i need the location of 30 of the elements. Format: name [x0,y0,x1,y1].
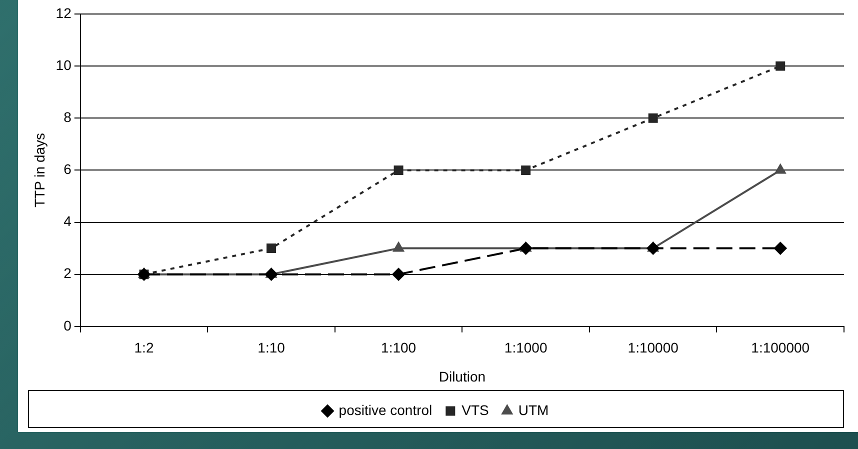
y-tick-label: 6 [64,161,72,178]
point [774,164,786,174]
point [264,268,278,281]
x-tick-label: 1:100000 [751,340,810,356]
legend-label: positive control [338,402,432,418]
x-tick-label: 1:100 [381,340,416,356]
point [776,61,786,71]
x-axis-title: Dilution [438,368,486,384]
legend-label: VTS [462,402,489,418]
point [519,242,532,255]
point [521,165,531,175]
point [394,165,404,175]
y-tick-label: 4 [64,213,72,230]
point [646,242,660,255]
y-axis-title: TTP in days [31,132,48,208]
x-tick-label: 1:2 [134,340,154,356]
point [266,244,276,254]
point [774,242,787,255]
y-tick-label: 8 [64,108,72,125]
y-tick-label: 10 [56,56,72,73]
point [392,268,406,281]
y-tick-label: 0 [64,317,72,334]
point [648,113,658,123]
legend-label: UTM [518,402,549,418]
y-tick-label: 2 [64,265,72,282]
x-tick-label: 1:1000 [504,340,548,356]
y-tick-label: 12 [56,4,72,21]
x-tick-label: 1:10 [258,340,286,356]
x-tick-label: 1:10000 [628,340,679,356]
point [392,242,404,252]
